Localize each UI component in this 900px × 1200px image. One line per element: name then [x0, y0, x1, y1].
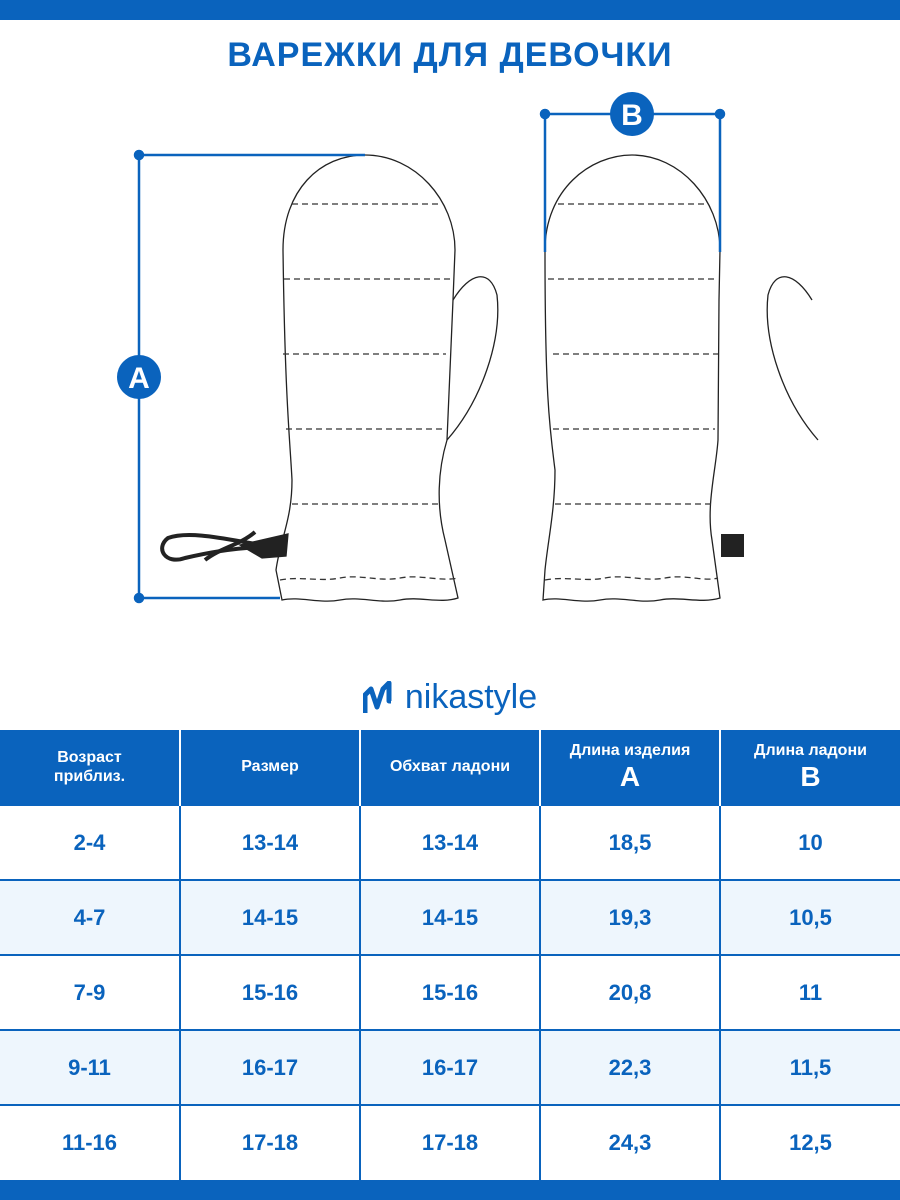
header-palm-girth: Обхват ладони [359, 730, 540, 805]
table-cell: 7-9 [0, 954, 180, 1030]
table-row: 7-9 15-16 15-16 20,8 11 [0, 954, 900, 1030]
header-label: Длина изделия [569, 741, 691, 759]
brand-name: nikastyle [404, 678, 538, 716]
dimension-a-label: A [128, 362, 150, 395]
table-cell: 11 [719, 954, 900, 1030]
table-cell: 19,3 [539, 879, 720, 955]
header-sub: A [619, 760, 641, 792]
table-cell: 2-4 [0, 804, 180, 880]
header-length-b: Длина ладони B [719, 730, 900, 805]
dimension-b [539, 92, 726, 252]
right-mitten [542, 154, 819, 602]
table-cell: 17-18 [179, 1104, 360, 1180]
nikastyle-logo-icon [362, 680, 392, 713]
table-cell: 16-17 [179, 1029, 360, 1105]
dimension-b-label: B [621, 99, 643, 132]
mitten-diagram: A B [117, 92, 819, 604]
dimension-a [117, 149, 365, 604]
table-cell: 11-16 [0, 1104, 180, 1180]
bottom-bar [0, 1180, 900, 1200]
table-cell: 14-15 [359, 879, 540, 955]
table-cell: 9-11 [0, 1029, 180, 1105]
right-mitten-stitches [544, 203, 719, 581]
header-label: Возраст приблиз. [53, 748, 126, 785]
table-row: 4-7 14-15 14-15 19,3 10,5 [0, 879, 900, 955]
header-length-a: Длина изделия A [539, 730, 720, 805]
right-mitten-tab [721, 534, 744, 557]
table-cell: 13-14 [179, 804, 360, 880]
table-cell: 22,3 [539, 1029, 720, 1105]
header-age: Возраст приблиз. [0, 730, 180, 805]
table-cell: 13-14 [359, 804, 540, 880]
header-size: Размер [179, 730, 360, 805]
table-row: 11-16 17-18 17-18 24,3 12,5 [0, 1104, 900, 1180]
table-cell: 15-16 [359, 954, 540, 1030]
left-mitten [160, 154, 499, 602]
table-cell: 11,5 [719, 1029, 900, 1105]
table-cell: 17-18 [359, 1104, 540, 1180]
table-row: 2-4 13-14 13-14 18,5 10 [0, 804, 900, 880]
table-cell: 18,5 [539, 804, 720, 880]
table-cell: 20,8 [539, 954, 720, 1030]
table-cell: 4-7 [0, 879, 180, 955]
table-row: 9-11 16-17 16-17 22,3 11,5 [0, 1029, 900, 1105]
header-label: Обхват ладони [389, 758, 511, 776]
page-title: ВАРЕЖКИ ДЛЯ ДЕВОЧКИ [227, 36, 673, 74]
table-cell: 12,5 [719, 1104, 900, 1180]
header-label: Длина ладони [754, 741, 867, 759]
table-cell: 24,3 [539, 1104, 720, 1180]
header-label: Размер [241, 758, 299, 776]
top-bar [0, 0, 900, 20]
table-cell: 14-15 [179, 879, 360, 955]
table-cell: 16-17 [359, 1029, 540, 1105]
table-cell: 10 [719, 804, 900, 880]
table-cell: 15-16 [179, 954, 360, 1030]
brand-logo: nikastyle [0, 678, 900, 717]
size-table: Возраст приблиз. Размер Обхват ладони Дл… [0, 730, 900, 1180]
header-sub: B [800, 760, 821, 792]
table-cell: 10,5 [719, 879, 900, 955]
